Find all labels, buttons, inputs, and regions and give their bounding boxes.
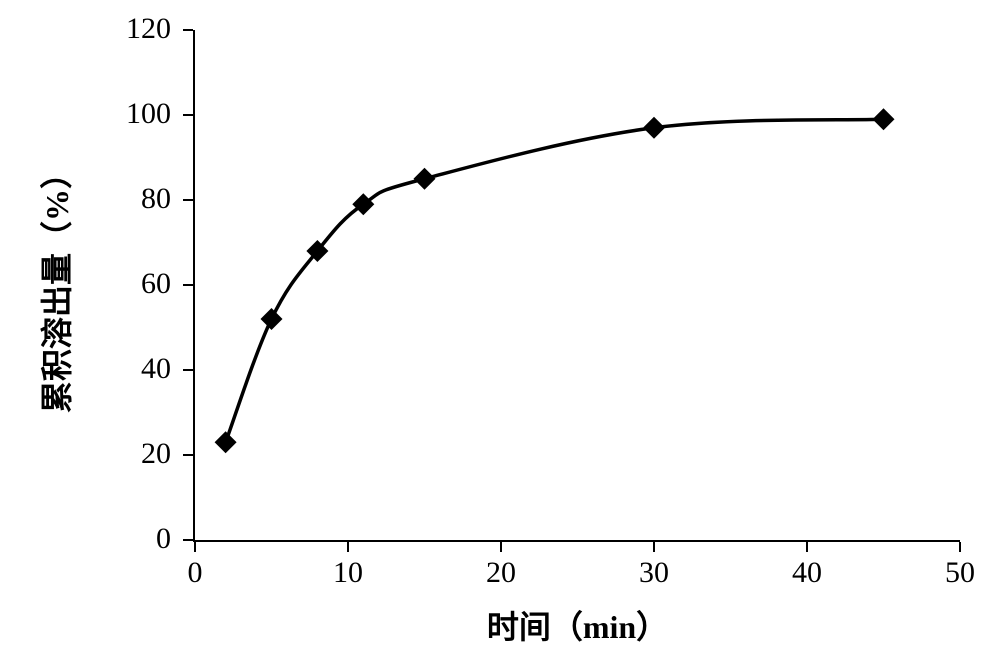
- plot-area: [195, 30, 960, 540]
- y-tick-label: 0: [0, 522, 171, 556]
- data-marker: [215, 431, 237, 453]
- y-tick: [183, 199, 193, 201]
- x-tick: [653, 542, 655, 552]
- y-tick-label: 120: [0, 12, 171, 46]
- x-tick: [194, 542, 196, 552]
- data-marker: [261, 308, 283, 330]
- x-tick: [347, 542, 349, 552]
- data-marker: [643, 117, 665, 139]
- x-tick: [959, 542, 961, 552]
- dissolution-chart: 累积溶出量（%） 时间（min） 02040608010012001020304…: [0, 0, 1000, 666]
- x-axis-title: 时间（min）: [487, 602, 668, 648]
- y-tick-label: 100: [0, 97, 171, 131]
- x-tick-label: 0: [188, 556, 203, 590]
- x-tick-label: 30: [639, 556, 669, 590]
- x-tick-label: 20: [486, 556, 516, 590]
- x-tick: [806, 542, 808, 552]
- x-axis: [193, 540, 960, 542]
- series-line: [226, 119, 884, 442]
- y-tick: [183, 284, 193, 286]
- x-tick-label: 50: [945, 556, 975, 590]
- x-tick-label: 40: [792, 556, 822, 590]
- data-marker: [873, 108, 895, 130]
- y-tick: [183, 454, 193, 456]
- plot-svg: [195, 30, 960, 540]
- y-tick-label: 20: [0, 437, 171, 471]
- y-axis: [193, 30, 195, 542]
- x-tick: [500, 542, 502, 552]
- y-tick: [183, 29, 193, 31]
- y-tick-label: 40: [0, 352, 171, 386]
- x-tick-label: 10: [333, 556, 363, 590]
- y-tick: [183, 369, 193, 371]
- data-marker: [414, 168, 436, 190]
- y-tick: [183, 114, 193, 116]
- y-tick: [183, 539, 193, 541]
- y-tick-label: 80: [0, 182, 171, 216]
- y-tick-label: 60: [0, 267, 171, 301]
